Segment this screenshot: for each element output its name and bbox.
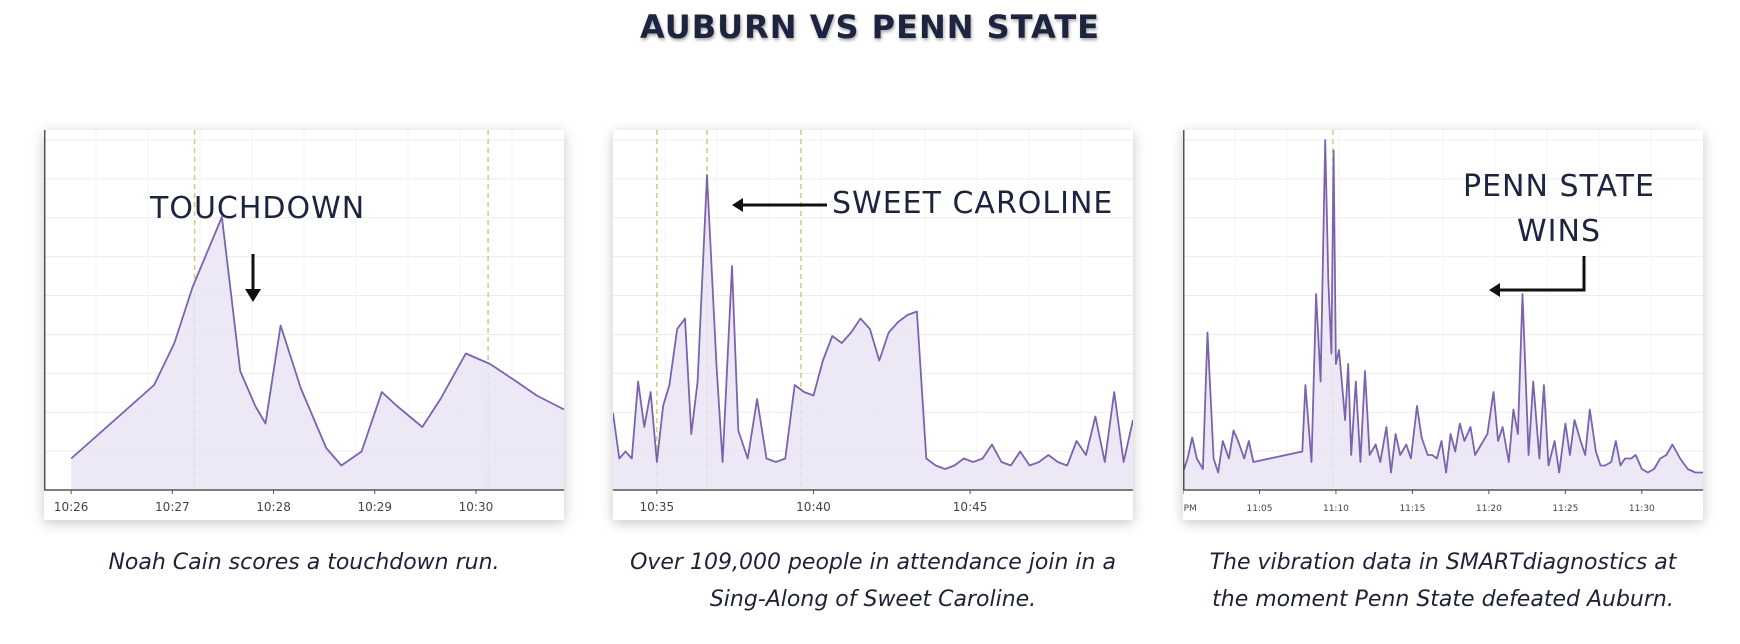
x-tick-label: 11:25 bbox=[1552, 504, 1578, 514]
caption-penn-state-line2: the moment Penn State defeated Auburn. bbox=[1212, 587, 1674, 612]
caption-sweet-caroline-line2: Sing-Along of Sweet Caroline. bbox=[709, 587, 1037, 612]
caption-sweet-caroline: Over 109,000 people in attendance join i… bbox=[593, 544, 1153, 618]
penn-state-wins-annotation-line2: WINS bbox=[1517, 214, 1601, 249]
touchdown-line bbox=[70, 216, 564, 467]
x-tick-label: 10:30 bbox=[459, 500, 494, 514]
caption-touchdown: Noah Cain scores a touchdown run. bbox=[44, 544, 564, 581]
caption-penn-state-line1: The vibration data in SMARTdiagnostics a… bbox=[1209, 550, 1677, 575]
penn-state-wins-annotation-line1: PENN STATE bbox=[1463, 169, 1655, 204]
x-tick-label: 11:10 bbox=[1323, 504, 1349, 514]
caption-penn-state: The vibration data in SMARTdiagnostics a… bbox=[1163, 544, 1723, 618]
sweet-caroline-area bbox=[613, 175, 1133, 490]
x-tick-label: 10:40 bbox=[796, 500, 831, 514]
sweet-caroline-annotation: SWEET CAROLINE bbox=[832, 186, 1113, 221]
x-tick-label: 11:20 bbox=[1476, 504, 1502, 514]
touchdown-area bbox=[71, 217, 564, 490]
sweet-caroline-line bbox=[613, 174, 1133, 470]
penn-state-wins-arrow bbox=[1489, 256, 1586, 297]
caption-touchdown-line: Noah Cain scores a touchdown run. bbox=[108, 550, 500, 575]
caption-sweet-caroline-line1: Over 109,000 people in attendance join i… bbox=[630, 550, 1116, 575]
x-tick-label: 10:28 bbox=[256, 500, 291, 514]
x-tick-label: 11 PM bbox=[1183, 504, 1197, 514]
touchdown-annotation: TOUCHDOWN bbox=[149, 191, 365, 226]
chart-sweet-caroline: 10:35 10:40 10:45 SWEET CAROLINE bbox=[613, 130, 1133, 520]
chart-penn-state-wins-svg: 11 PM 11:05 11:10 11:15 11:20 11:25 11:30 PENN… bbox=[1183, 130, 1703, 514]
page-title: AUBURN VS PENN STATE bbox=[639, 8, 1101, 46]
x-tick-label: 10:29 bbox=[357, 500, 392, 514]
x-tick-label: 10:26 bbox=[54, 500, 89, 514]
chart-touchdown: 10:26 10:27 10:28 10:29 10:30 TOUCHDOWN bbox=[44, 130, 564, 520]
chart-penn-state-wins: 11 PM 11:05 11:10 11:15 11:20 11:25 11:30 PENN… bbox=[1183, 130, 1703, 520]
sweet-caroline-arrow bbox=[732, 198, 827, 212]
penn-state-wins-area bbox=[1183, 140, 1703, 490]
chart-touchdown-svg: 10:26 10:27 10:28 10:29 10:30 TOUCHDOWN bbox=[44, 130, 564, 514]
x-tick-label: 10:45 bbox=[953, 500, 988, 514]
x-tick-label: 10:27 bbox=[155, 500, 190, 514]
chart-sweet-caroline-svg: 10:35 10:40 10:45 SWEET CAROLINE bbox=[613, 130, 1133, 514]
touchdown-arrow bbox=[245, 254, 261, 302]
x-tick-label: 11:05 bbox=[1247, 504, 1273, 514]
penn-state-wins-line bbox=[1183, 139, 1703, 474]
x-tick-label: 11:15 bbox=[1399, 504, 1425, 514]
x-tick-label: 11:30 bbox=[1629, 504, 1655, 514]
x-tick-label: 10:35 bbox=[640, 500, 675, 514]
